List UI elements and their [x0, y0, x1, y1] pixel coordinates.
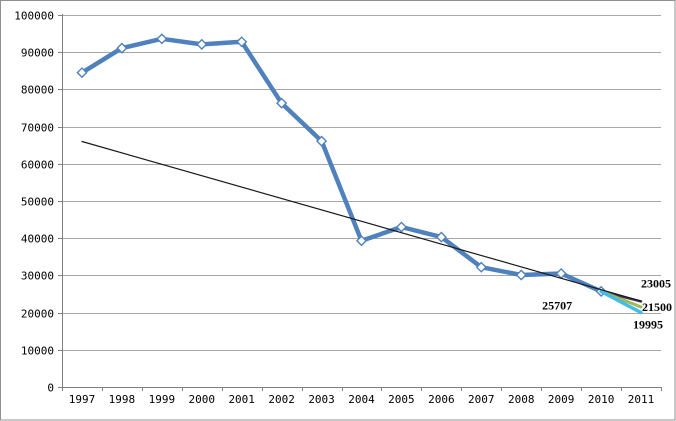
y-tick-label: 90000: [21, 47, 54, 60]
x-tick-label: 2004: [348, 393, 375, 406]
data-label: 21500: [642, 300, 672, 314]
marker-diamond: [315, 135, 328, 147]
marker-diamond: [116, 42, 128, 54]
x-tick-label: 2008: [508, 393, 535, 406]
x-tick-label: 1997: [69, 393, 96, 406]
y-tick-label: 50000: [21, 196, 54, 209]
marker-diamond: [276, 97, 288, 109]
x-tick-label: 1999: [149, 393, 176, 406]
data-label: 23005: [641, 276, 671, 290]
y-tick-label: 40000: [21, 233, 54, 246]
series-line-linear-trendline: [81, 140, 642, 302]
data-label: 25707: [542, 298, 572, 312]
y-tick-label: 80000: [21, 84, 54, 97]
marker-diamond: [355, 235, 368, 247]
y-tick-label: 70000: [21, 122, 54, 135]
marker-diamond: [435, 231, 447, 243]
x-tick-label: 2002: [268, 393, 295, 406]
x-tick-label: 2000: [189, 393, 216, 406]
data-label: 19995: [633, 318, 663, 332]
y-tick-label: 20000: [21, 308, 54, 321]
y-tick-label: 30000: [21, 270, 54, 283]
x-tick-label: 2001: [228, 393, 255, 406]
x-tick-label: 2007: [468, 393, 495, 406]
x-tick-label: 1998: [109, 393, 136, 406]
series-line-actual: [79, 36, 604, 294]
x-tick-label: 2006: [428, 393, 455, 406]
y-tick-label: 60000: [21, 159, 54, 172]
x-tick-label: 2011: [628, 393, 655, 406]
marker-diamond: [196, 38, 208, 50]
x-tick-label: 2005: [388, 393, 415, 406]
marker-diamond: [515, 269, 527, 281]
y-tick-label: 100000: [14, 10, 54, 23]
marker-diamond: [395, 221, 408, 233]
marker-diamond: [156, 33, 168, 45]
marker-diamond: [236, 36, 248, 48]
y-tick-label: 0: [47, 382, 54, 395]
x-tick-label: 2009: [548, 393, 575, 406]
x-tick-label: 2010: [588, 393, 615, 406]
marker-diamond: [76, 67, 88, 79]
x-tick-label: 2003: [308, 393, 335, 406]
series-line-forecast-low: [599, 289, 643, 315]
marker-diamond: [475, 261, 487, 273]
y-tick-label: 10000: [21, 345, 54, 358]
